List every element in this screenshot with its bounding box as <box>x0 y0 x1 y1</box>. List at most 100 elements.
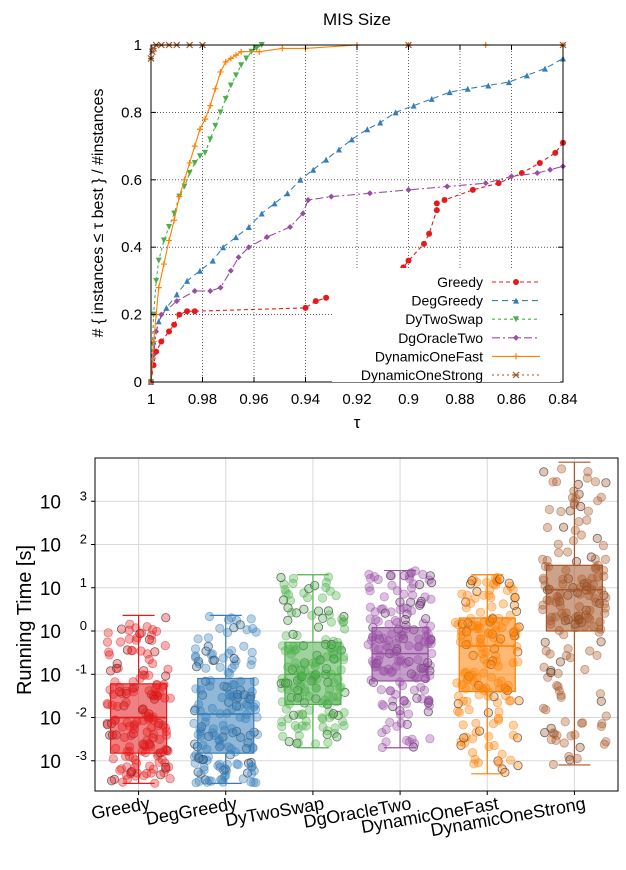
data-point <box>201 663 211 673</box>
data-point <box>159 768 169 778</box>
data-point <box>410 102 417 109</box>
data-point <box>379 592 389 602</box>
data-point <box>191 778 201 788</box>
data-point <box>204 611 215 622</box>
data-point <box>325 586 335 596</box>
x-tick-label: 0.94 <box>291 391 320 408</box>
data-point <box>288 710 299 720</box>
data-point <box>425 734 435 744</box>
data-point <box>600 554 611 565</box>
data-point <box>215 662 225 672</box>
data-point <box>419 685 429 695</box>
data-point <box>601 737 611 747</box>
data-point <box>165 774 175 784</box>
data-point <box>385 717 395 728</box>
data-point <box>201 646 211 656</box>
data-point <box>263 234 270 241</box>
data-point <box>576 718 587 728</box>
x-tick-label: 0.86 <box>497 391 526 408</box>
data-point <box>458 720 468 730</box>
data-point <box>126 645 137 656</box>
data-point <box>171 321 178 328</box>
data-point <box>493 713 504 724</box>
data-point <box>166 237 173 244</box>
data-point <box>144 670 154 681</box>
data-point <box>441 197 448 204</box>
data-point <box>294 730 304 741</box>
data-point <box>215 623 225 634</box>
data-point <box>304 584 314 594</box>
data-point <box>484 741 494 752</box>
data-point <box>467 576 477 586</box>
data-point <box>186 159 193 166</box>
data-point <box>249 766 259 776</box>
data-point <box>176 193 183 200</box>
data-point <box>370 615 381 625</box>
data-point <box>202 149 209 156</box>
y-tick-label: 10 2 <box>40 532 87 557</box>
data-point <box>217 284 224 291</box>
x-tick-label: Greedy <box>90 793 152 823</box>
data-point <box>487 602 497 612</box>
data-point <box>313 622 324 632</box>
data-point <box>161 762 171 773</box>
data-point <box>495 180 502 187</box>
legend-label: DynamicOneFast <box>375 348 483 364</box>
x-tick-label: 0.9 <box>398 391 419 408</box>
data-point <box>573 479 583 489</box>
data-point <box>364 582 374 592</box>
data-point <box>323 156 330 163</box>
data-point <box>199 765 209 775</box>
data-point <box>246 614 256 624</box>
data-point <box>323 606 334 616</box>
data-point <box>271 200 278 207</box>
data-point <box>464 705 474 715</box>
data-point <box>415 600 425 610</box>
data-point <box>542 522 553 533</box>
data-point <box>500 767 510 778</box>
data-point <box>209 655 219 665</box>
data-point <box>109 774 120 785</box>
data-point <box>245 223 252 230</box>
data-point <box>281 704 291 714</box>
data-point <box>247 647 257 658</box>
y-tick-label: 0.4 <box>121 239 142 256</box>
data-point <box>327 710 337 720</box>
data-point <box>386 607 396 617</box>
data-point <box>365 573 375 584</box>
data-point <box>202 116 209 123</box>
data-point <box>583 506 594 516</box>
x-axis-ticks: 1 0.98 0.96 0.94 0.92 0.9 0.88 0.86 0.84 <box>147 45 578 408</box>
boxes <box>109 461 604 784</box>
data-point <box>221 766 232 776</box>
data-point <box>155 284 162 291</box>
data-point <box>299 604 309 614</box>
data-point <box>225 668 235 679</box>
data-point <box>412 693 422 703</box>
data-point <box>256 48 263 55</box>
jitter-points <box>102 464 611 788</box>
legend-background <box>332 268 560 382</box>
data-point <box>203 633 213 643</box>
data-point <box>207 288 214 295</box>
data-point <box>547 166 554 173</box>
data-point <box>364 126 371 133</box>
data-point <box>505 79 512 86</box>
data-point <box>385 686 395 696</box>
data-point <box>471 727 481 737</box>
series-deggreedy <box>148 55 566 385</box>
data-point <box>576 530 587 540</box>
data-point <box>585 646 595 656</box>
data-point <box>388 701 398 712</box>
data-point <box>444 183 451 190</box>
data-point <box>553 668 563 679</box>
legend-label: DgOracleTwo <box>398 330 483 346</box>
data-point <box>217 68 224 75</box>
data-point <box>470 593 480 603</box>
data-point <box>459 733 469 743</box>
data-point <box>593 496 603 506</box>
data-point <box>486 592 496 603</box>
data-point <box>541 65 548 72</box>
data-point <box>220 244 227 251</box>
